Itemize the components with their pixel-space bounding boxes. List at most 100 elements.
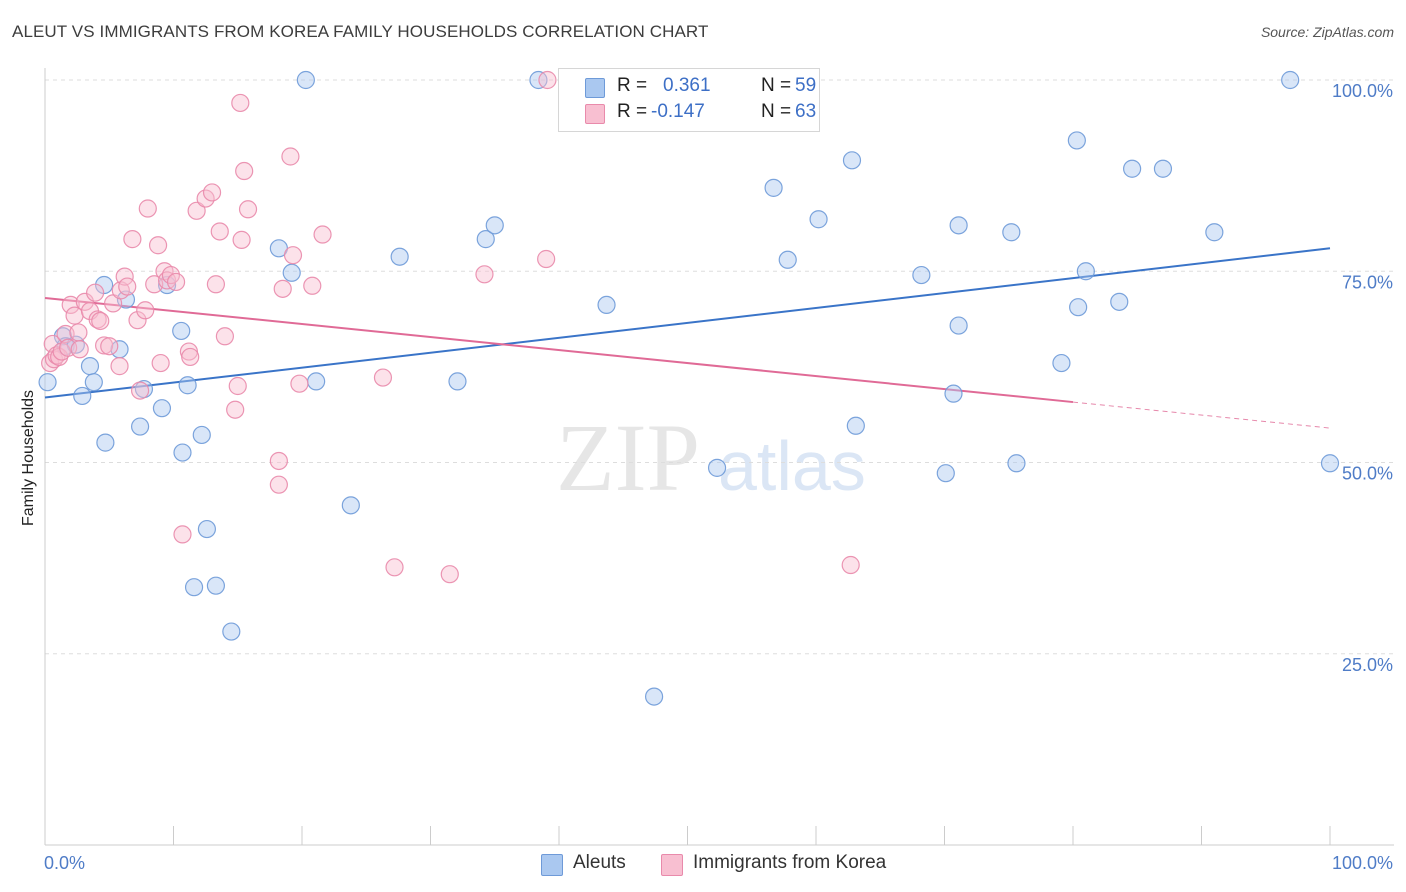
aleut-point [912, 265, 931, 285]
aleut-point [1205, 223, 1224, 242]
aleut-point [597, 295, 616, 315]
legend-n-value: 63 [795, 101, 817, 122]
korea-point [269, 451, 288, 471]
korea-point [75, 292, 94, 311]
korea-point [91, 311, 110, 331]
y-tick-label: 25.0% [1342, 655, 1393, 675]
aleut-point [73, 386, 92, 406]
legend-r-label: R = [617, 75, 648, 96]
legend-swatch-korea [585, 104, 605, 124]
aleut-point [152, 399, 172, 418]
aleut-point [448, 372, 467, 391]
korea-point [313, 225, 332, 244]
korea-point [231, 93, 250, 113]
stats-legend: R = 0.361 N = 59 R = -0.147 N = 63 [558, 68, 820, 132]
korea-point [215, 327, 234, 346]
aleut-point [1110, 292, 1129, 311]
aleut-point [476, 230, 495, 249]
aleut-point [1320, 454, 1340, 473]
korea-point [138, 199, 157, 218]
aleut-point [206, 576, 226, 595]
korea-point [238, 200, 258, 219]
korea-point [123, 230, 142, 249]
aleut-point [1153, 159, 1173, 178]
series-legend: Aleuts Immigrants from Korea [0, 852, 1406, 878]
aleut-point [341, 496, 360, 515]
korea-point [281, 147, 300, 166]
korea-point [202, 183, 222, 202]
korea-point [538, 70, 557, 90]
series-label-korea: Immigrants from Korea [693, 852, 887, 873]
y-tick-label: 75.0% [1342, 272, 1393, 292]
trend-line [44, 297, 1074, 404]
series-label-aleuts: Aleuts [573, 852, 626, 873]
x-tick-label: 100.0% [1332, 853, 1393, 873]
korea-point [100, 337, 119, 356]
aleut-point [1052, 353, 1071, 373]
aleut-point [192, 425, 211, 445]
aleut-point [1076, 262, 1095, 281]
aleut-point [1007, 454, 1026, 473]
aleut-point [764, 178, 783, 197]
korea-point [269, 475, 288, 494]
watermark-zip: ZIP [556, 404, 700, 511]
korea-point [130, 381, 150, 400]
korea-point [226, 400, 245, 419]
legend-swatch-aleuts [585, 78, 605, 98]
korea-point [136, 301, 155, 320]
korea-point [148, 236, 168, 255]
korea-point [537, 249, 556, 269]
aleut-point [96, 433, 115, 452]
aleut-point [130, 417, 150, 436]
korea-point [283, 246, 303, 265]
aleut-point [1281, 70, 1300, 90]
aleut-point [390, 247, 409, 266]
korea-point [475, 265, 494, 284]
trend-line-extension [1072, 401, 1331, 429]
korea-point [59, 338, 78, 357]
korea-point [187, 201, 206, 220]
korea-point [95, 336, 114, 355]
aleut-point [172, 321, 191, 341]
korea-point [69, 323, 88, 342]
korea-point [206, 275, 226, 294]
aleut-point [178, 376, 197, 395]
chart-title: ALEUT VS IMMIGRANTS FROM KOREA FAMILY HO… [12, 22, 709, 41]
aleut-point [84, 373, 103, 392]
aleut-point [1069, 298, 1088, 317]
aleut-point [707, 458, 727, 477]
korea-point [440, 565, 459, 584]
aleut-point [184, 578, 204, 597]
legend-r-label: R = [617, 101, 648, 122]
y-tick-label: 100.0% [1332, 81, 1393, 101]
korea-point [210, 222, 229, 241]
aleut-point [197, 519, 217, 539]
korea-point [373, 368, 393, 387]
trend-line [44, 247, 1331, 399]
aleut-point [307, 372, 326, 391]
aleut-point [222, 622, 241, 641]
aleut-point [1067, 131, 1086, 150]
legend-n-label: N = [761, 75, 792, 96]
korea-point [151, 353, 170, 373]
aleut-point [173, 443, 192, 462]
korea-point [181, 347, 200, 367]
aleut-point [949, 216, 968, 235]
aleut-point [1123, 159, 1142, 178]
legend-r-value: 0.361 [663, 75, 711, 96]
korea-point [110, 357, 129, 376]
korea-point [228, 376, 247, 396]
watermark-atlas: atlas [718, 427, 866, 505]
legend-r-value: -0.147 [651, 101, 705, 122]
aleut-point [1002, 223, 1021, 242]
korea-point [61, 295, 80, 315]
korea-point [385, 558, 404, 577]
aleut-point [949, 316, 968, 335]
series-swatch-korea [661, 854, 683, 876]
korea-point [232, 230, 251, 249]
legend-n-value: 59 [795, 75, 817, 96]
korea-point [173, 525, 192, 544]
aleut-point [846, 416, 865, 435]
aleut-point [38, 373, 57, 392]
